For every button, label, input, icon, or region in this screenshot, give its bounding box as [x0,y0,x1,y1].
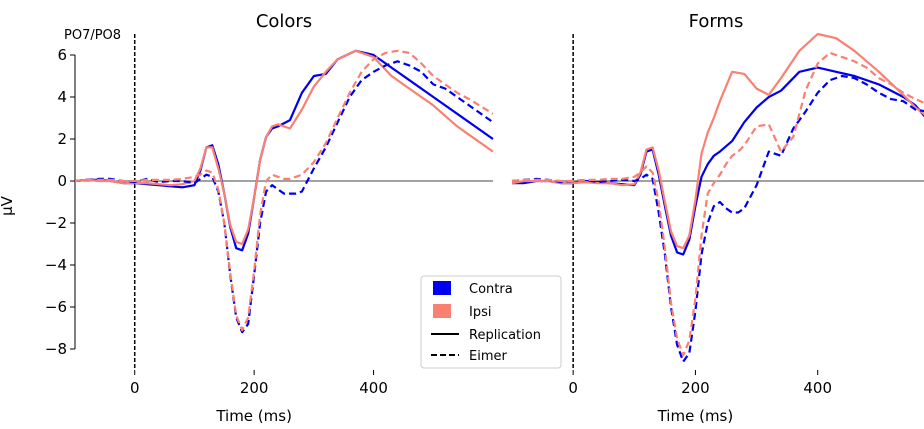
y-axis-label: μV [0,195,16,216]
x-tick-label: 200 [681,379,710,397]
y-tick-label: −2 [45,214,67,232]
y-tick-label: 2 [57,130,67,148]
panel-colors: Colors 0 200 400 Time (ms) −8 −6 −4 −2 0 2 4 6 [45,11,494,425]
y-tick-label: 4 [57,88,67,106]
series-line-ipsi-eimer [74,49,494,332]
x-tick-label: 0 [130,379,140,397]
series-line-ipsi-replication [74,49,494,246]
x-tick-label: 200 [240,379,269,397]
series-line-contra-replication [74,49,494,252]
legend-patch-ipsi [433,304,451,318]
y-tick-label: −8 [45,340,67,358]
y-tick-label: 0 [57,172,67,190]
legend: Contra Ipsi Replication Eimer [420,275,562,369]
y-tick-label: 6 [57,46,67,64]
series-line-ipsi-replication [511,32,924,250]
panel-forms: Forms 0 200 400 Time (ms) [511,11,924,425]
y-tick-label: −4 [45,256,67,274]
x-axis-label: Time (ms) [215,407,292,425]
legend-patch-contra [433,281,451,295]
x-tick-label: 0 [568,379,578,397]
x-tick-label: 400 [359,379,388,397]
legend-label-contra: Contra [469,282,513,297]
panel-title: Forms [689,11,744,32]
series-line-ipsi-eimer [511,51,924,357]
channel-label: PO7/PO8 [64,28,121,43]
legend-label-ipsi: Ipsi [469,305,491,320]
y-tick-label: −6 [45,298,67,316]
legend-frame [420,275,562,369]
series-line-contra-eimer [511,74,924,363]
x-tick-label: 400 [803,379,832,397]
panel-title: Colors [256,11,312,32]
legend-label-eimer: Eimer [469,349,507,364]
x-axis-label: Time (ms) [657,407,734,425]
series-line-contra-eimer [74,60,494,334]
legend-label-replication: Replication [469,328,541,343]
